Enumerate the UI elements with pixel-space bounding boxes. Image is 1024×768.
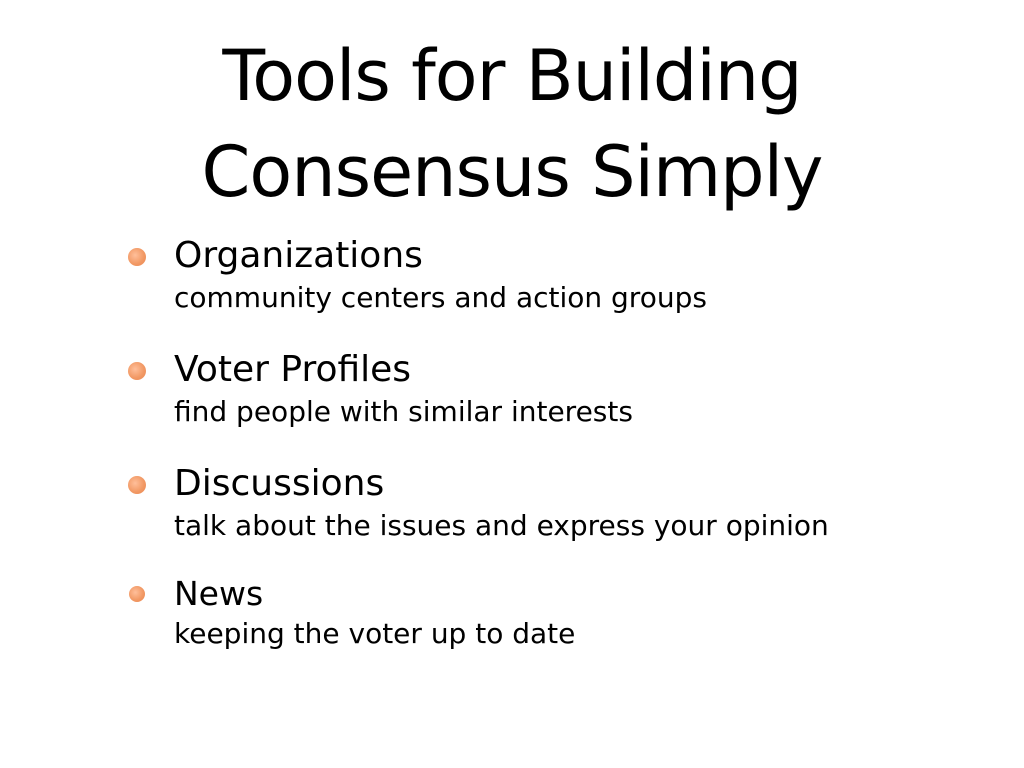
slide-title: Tools for Building Consensus Simply <box>0 28 1024 220</box>
bullet-item-news: News keeping the voter up to date <box>129 574 994 654</box>
bullet-item-discussions: Discussions talk about the issues and ex… <box>128 462 994 546</box>
bullet-heading: News <box>174 574 264 613</box>
bullet-heading: Voter Profiles <box>174 349 412 390</box>
bullet-item-voter-profiles: Voter Profiles find people with similar … <box>128 348 994 432</box>
bullet-description: community centers and action groups <box>174 281 707 314</box>
slide-title-line-1: Tools for Building <box>222 35 802 117</box>
bullet-heading: Discussions <box>174 463 385 504</box>
bullet-description: talk about the issues and express your o… <box>174 509 829 542</box>
bullet-item-organizations: Organizations community centers and acti… <box>128 234 994 318</box>
bullet-description: find people with similar interests <box>174 395 633 428</box>
bullet-dot-icon <box>128 362 146 380</box>
slide-title-line-2: Consensus Simply <box>201 131 824 213</box>
bullet-dot-icon <box>128 248 146 266</box>
bullet-dot-icon <box>129 586 145 602</box>
bullet-heading: Organizations <box>174 235 423 276</box>
bullet-description: keeping the voter up to date <box>174 617 576 650</box>
bullet-dot-icon <box>128 476 146 494</box>
